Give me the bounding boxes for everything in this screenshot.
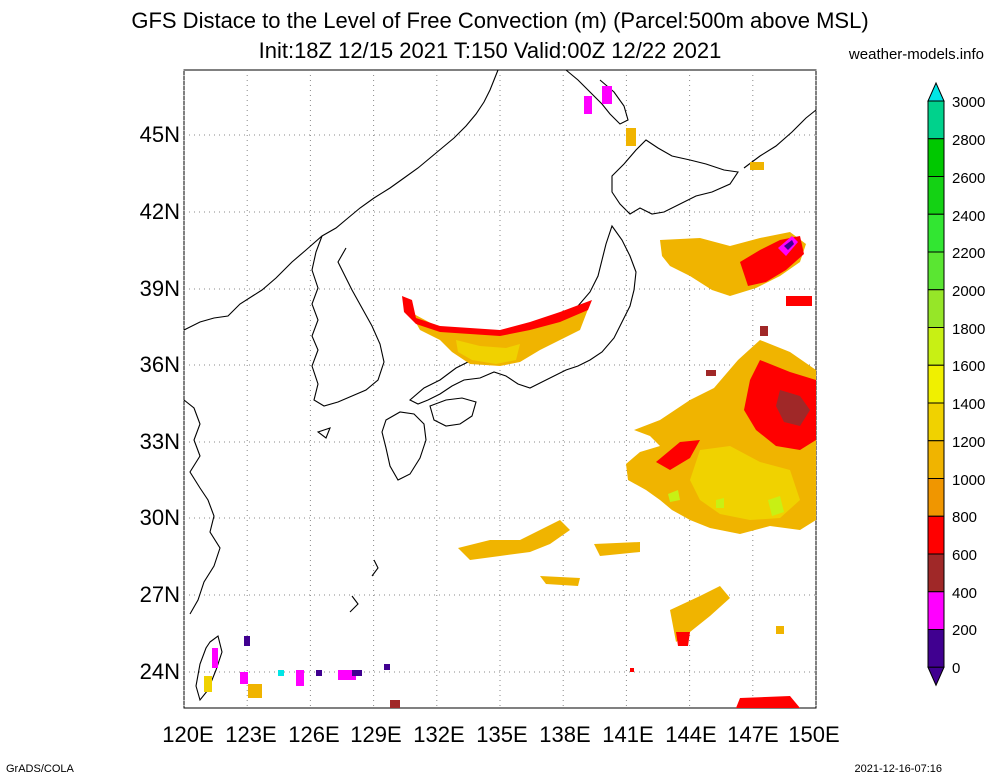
colorbar-label-800: 800 [952,509,978,526]
mainland-coast [183,69,499,331]
ryukyu-2 [349,595,359,613]
hokkaido [611,139,739,215]
colorbar-label-1400: 1400 [952,396,986,413]
lon-label-138e: 138E [539,722,591,747]
colorbar-label-0: 0 [952,660,961,677]
colorbar-segment [927,176,945,215]
colorbar [927,81,945,687]
colorbar-segment [927,591,945,630]
colorbar-top-arrow [927,81,945,102]
colorbar-label-3000: 3000 [952,94,986,111]
ryukyu-3 [316,427,331,439]
footer-timestamp: 2021-12-16-07:16 [854,763,942,775]
colorbar-segment [927,138,945,177]
lon-label-120e: 120E [162,722,214,747]
lon-label-129e: 129E [350,722,402,747]
sakhalin [565,69,629,125]
lon-label-141e: 141E [602,722,654,747]
lat-label-39n: 39N [139,276,180,301]
lat-label-30n: 30N [139,505,180,530]
shikoku [429,397,477,427]
colorbar-label-2600: 2600 [952,170,986,187]
colorbar-segment [927,629,945,668]
colorbar-label-400: 400 [952,585,978,602]
colorbar-segment [927,327,945,366]
lat-label-33n: 33N [139,429,180,454]
lon-label-147e: 147E [727,722,779,747]
lon-label-150e: 150E [788,722,840,747]
ryukyu-1 [371,559,379,577]
colorbar-segment [927,553,945,593]
gridlines [183,70,817,708]
lat-label-42n: 42N [139,199,180,224]
lon-label-144e: 144E [665,722,717,747]
colorbar-label-2800: 2800 [952,132,986,149]
korea-coast [311,235,385,407]
site-label[interactable]: weather-models.info [848,46,984,63]
footer-software: GrADS/COLA [6,763,74,775]
lon-label-123e: 123E [225,722,277,747]
colorbar-label-1000: 1000 [952,472,986,489]
colorbar-label-200: 200 [952,622,978,639]
lfc-field [204,86,816,708]
kamchatka-kurils [743,109,817,169]
colorbar-label-2400: 2400 [952,208,986,225]
colorbar-label-1800: 1800 [952,321,986,338]
lat-label-24n: 24N [139,659,180,684]
colorbar-label-2200: 2200 [952,245,986,262]
colorbar-bottom-arrow [927,666,945,687]
colorbar-label-600: 600 [952,547,978,564]
colorbar-segment [927,515,945,555]
colorbar-segment [927,289,945,328]
lon-label-126e: 126E [288,722,340,747]
kyushu [381,411,427,481]
colorbar-segment [927,213,945,253]
colorbar-label-1200: 1200 [952,434,986,451]
lat-label-27n: 27N [139,582,180,607]
lon-label-135e: 135E [476,722,528,747]
colorbar-segment [927,100,945,140]
colorbar-segment [927,440,945,479]
colorbar-segment [927,478,945,517]
colorbar-segment [927,251,945,291]
lon-label-132e: 132E [413,722,465,747]
china-coast [183,399,221,615]
colorbar-label-1600: 1600 [952,358,986,375]
chart-subtitle: Init:18Z 12/15 2021 T:150 Valid:00Z 12/2… [258,38,722,63]
chart-title: GFS Distace to the Level of Free Convect… [131,8,869,33]
colorbar-segment [927,364,945,404]
colorbar-label-2000: 2000 [952,283,986,300]
colorbar-segment [927,402,945,442]
taiwan [195,635,223,702]
lat-label-36n: 36N [139,352,180,377]
lat-label-45n: 45N [139,122,180,147]
